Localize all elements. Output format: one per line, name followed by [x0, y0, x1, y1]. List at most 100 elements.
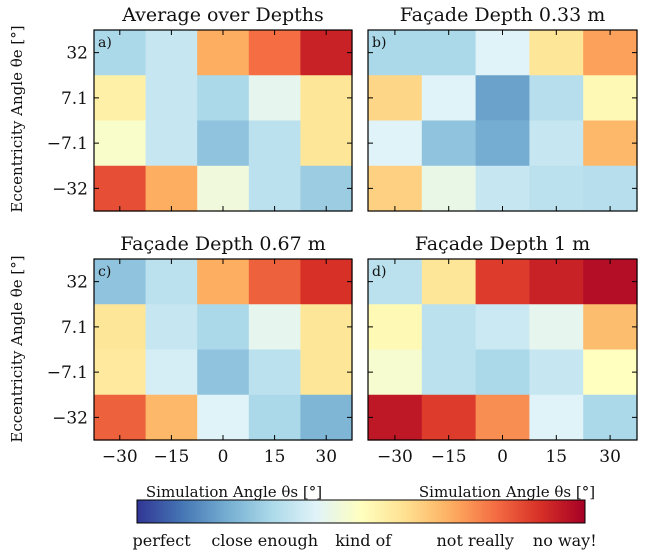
heatmap-cell [475, 165, 530, 212]
x-tick-label: 30 [315, 447, 337, 467]
heatmap-cell [529, 120, 584, 167]
heatmap-cell [421, 165, 477, 212]
x-tick-label: 0 [218, 447, 229, 467]
colorbar-labels: perfect close enough kind of not really no w… [133, 531, 597, 550]
panel-title: Average over Depths [121, 4, 324, 26]
panel-title: Façade Depth 1 m [415, 233, 590, 255]
heatmap-cell [145, 394, 198, 441]
y-tick-label: −7.1 [47, 363, 88, 383]
heatmap-cell [583, 165, 638, 212]
x-tick-label: 0 [497, 447, 508, 467]
y-axis-label-bottom: Eccentricity Angle θe [°] [8, 255, 26, 442]
heatmap-cell [197, 304, 250, 351]
heatmap-cell [145, 304, 198, 351]
heatmap-cell [529, 259, 584, 305]
heatmap-cell [300, 349, 353, 396]
heatmap-cell [529, 349, 584, 396]
colorbar-label: perfect [133, 531, 192, 550]
y-tick-label: −32 [52, 179, 88, 199]
y-tick-label: −7.1 [47, 134, 88, 154]
heatmap-cell [583, 304, 638, 351]
x-tick-label: −15 [431, 447, 467, 467]
panel-letter: c) [98, 264, 111, 280]
heatmap-cell [248, 259, 301, 305]
heatmap-cell [475, 75, 530, 122]
heatmap-cell [368, 259, 423, 305]
heatmap-cell [583, 30, 638, 76]
heatmap-cell [421, 394, 477, 441]
heatmap-cell [300, 165, 353, 212]
y-tick-label: 32 [66, 44, 88, 64]
heatmap-cell [300, 304, 353, 351]
heatmap-cell [94, 259, 147, 305]
heatmap-cell [94, 394, 147, 441]
heatmap-cell [197, 349, 250, 396]
heatmap-cell [583, 120, 638, 167]
heatmap-panel-4: Façade Depth 1 m d) −30 −15 0 15 30 [367, 233, 638, 467]
heatmap-cell [475, 394, 530, 441]
heatmap-cell [368, 120, 423, 167]
x-axis-label-right: Simulation Angle θs [°] [419, 483, 595, 501]
heatmap-cell [475, 120, 530, 167]
heatmap-cell [529, 75, 584, 122]
heatmap-cell [529, 165, 584, 212]
heatmap-cell [300, 394, 353, 441]
heatmap-cell [145, 165, 198, 212]
heatmap-cell [94, 30, 147, 76]
heatmap-cell [583, 349, 638, 396]
heatmap-cell [421, 75, 477, 122]
y-tick-label: 7.1 [61, 318, 88, 338]
heatmap-cell [145, 120, 198, 167]
heatmap-cell [197, 259, 250, 305]
y-tick-label: 7.1 [61, 89, 88, 109]
heatmap-cell [583, 394, 638, 441]
heatmap-cell [248, 75, 301, 122]
heatmap-cell [145, 349, 198, 396]
heatmap-cell [529, 30, 584, 76]
panels-group: Average over Depthsa)327.1−7.1−32Façade … [47, 4, 638, 467]
x-tick-label: 15 [545, 447, 567, 467]
heatmap-cell [94, 165, 147, 212]
y-axis-label-top: Eccentricity Angle θe [°] [8, 25, 26, 212]
heatmap-cell [368, 349, 423, 396]
panel-title: Façade Depth 0.33 m [400, 4, 606, 26]
heatmap-cell [197, 120, 250, 167]
heatmap-panel-2: Façade Depth 0.33 m b) [367, 4, 638, 212]
heatmap-cell [248, 120, 301, 167]
heatmap-cell [475, 349, 530, 396]
x-tick-label: 15 [264, 447, 286, 467]
colorbar-label: close enough [211, 531, 318, 550]
y-axis-labels: Eccentricity Angle θe [°] Eccentricity A… [8, 25, 26, 442]
heatmap-cell [529, 394, 584, 441]
y-tick-label: −32 [52, 408, 88, 428]
heatmap-cell [197, 165, 250, 212]
heatmap-cell [475, 304, 530, 351]
heatmap-cell [421, 120, 477, 167]
heatmap-cell [421, 349, 477, 396]
heatmap-cell [300, 120, 353, 167]
heatmap-cell [529, 304, 584, 351]
heatmap-cell [300, 259, 353, 305]
heatmap-cell [300, 30, 353, 76]
heatmap-panel-3: Façade Depth 0.67 m c) 32 7.1 −7.1 −32 −30 −15 0… [47, 233, 353, 467]
heatmap-cell [248, 394, 301, 441]
panel-letter: d) [372, 264, 386, 280]
heatmap-cell [145, 30, 198, 76]
heatmap-cell [368, 394, 423, 441]
heatmap-cell [248, 304, 301, 351]
colorbar: perfect close enough kind of not really no w… [133, 499, 597, 550]
x-axis-label-left: Simulation Angle θs [°] [146, 483, 322, 501]
heatmap-cell [475, 30, 530, 76]
heatmap-cell [94, 304, 147, 351]
heatmap-cell [94, 120, 147, 167]
x-axis-labels: Simulation Angle θs [°] Simulation Angle… [146, 483, 595, 501]
y-tick-label: 32 [66, 273, 88, 293]
colorbar-label: not really [437, 531, 514, 550]
heatmap-cell [583, 75, 638, 122]
heatmap-cell [368, 304, 423, 351]
panel-title: Façade Depth 0.67 m [120, 233, 326, 255]
x-tick-label: −30 [102, 447, 138, 467]
heatmap-cell [368, 75, 423, 122]
heatmap-cell [248, 30, 301, 76]
